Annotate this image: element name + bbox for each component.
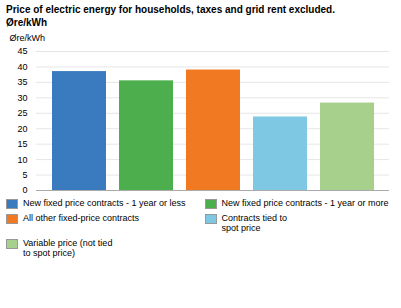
- svg-text:10: 10: [17, 154, 27, 164]
- html-text:Price of electric energy for h: Price of electric energy for households,…: [6, 4, 335, 15]
- svg-text:15: 15: [17, 139, 27, 149]
- svg-text:5: 5: [22, 170, 27, 180]
- svg-text:35: 35: [17, 77, 27, 87]
- svg-text:40: 40: [17, 62, 27, 72]
- svg-text:Øre/kWh: Øre/kWh: [10, 33, 46, 43]
- html-text:New fixed price contracts - 1: New fixed price contracts - 1 year or mo…: [221, 198, 389, 208]
- svg-text:30: 30: [17, 93, 27, 103]
- svg-text:25: 25: [17, 108, 27, 118]
- svg-text:0: 0: [22, 185, 27, 195]
- svg-text:20: 20: [17, 124, 27, 134]
- html-text:Contracts tied to spot price: Contracts tied to spot price: [221, 213, 287, 234]
- svg-text:45: 45: [17, 46, 27, 56]
- html-text:All other fixed-price contract: All other fixed-price contracts: [23, 213, 139, 223]
- html-text:Variable price (not tied to sp: Variable price (not tied to spot price): [23, 237, 113, 258]
- html-text:Øre/kWh: Øre/kWh: [6, 16, 48, 28]
- html-text:New fixed price contracts - 1: New fixed price contracts - 1 year or le…: [23, 198, 186, 208]
